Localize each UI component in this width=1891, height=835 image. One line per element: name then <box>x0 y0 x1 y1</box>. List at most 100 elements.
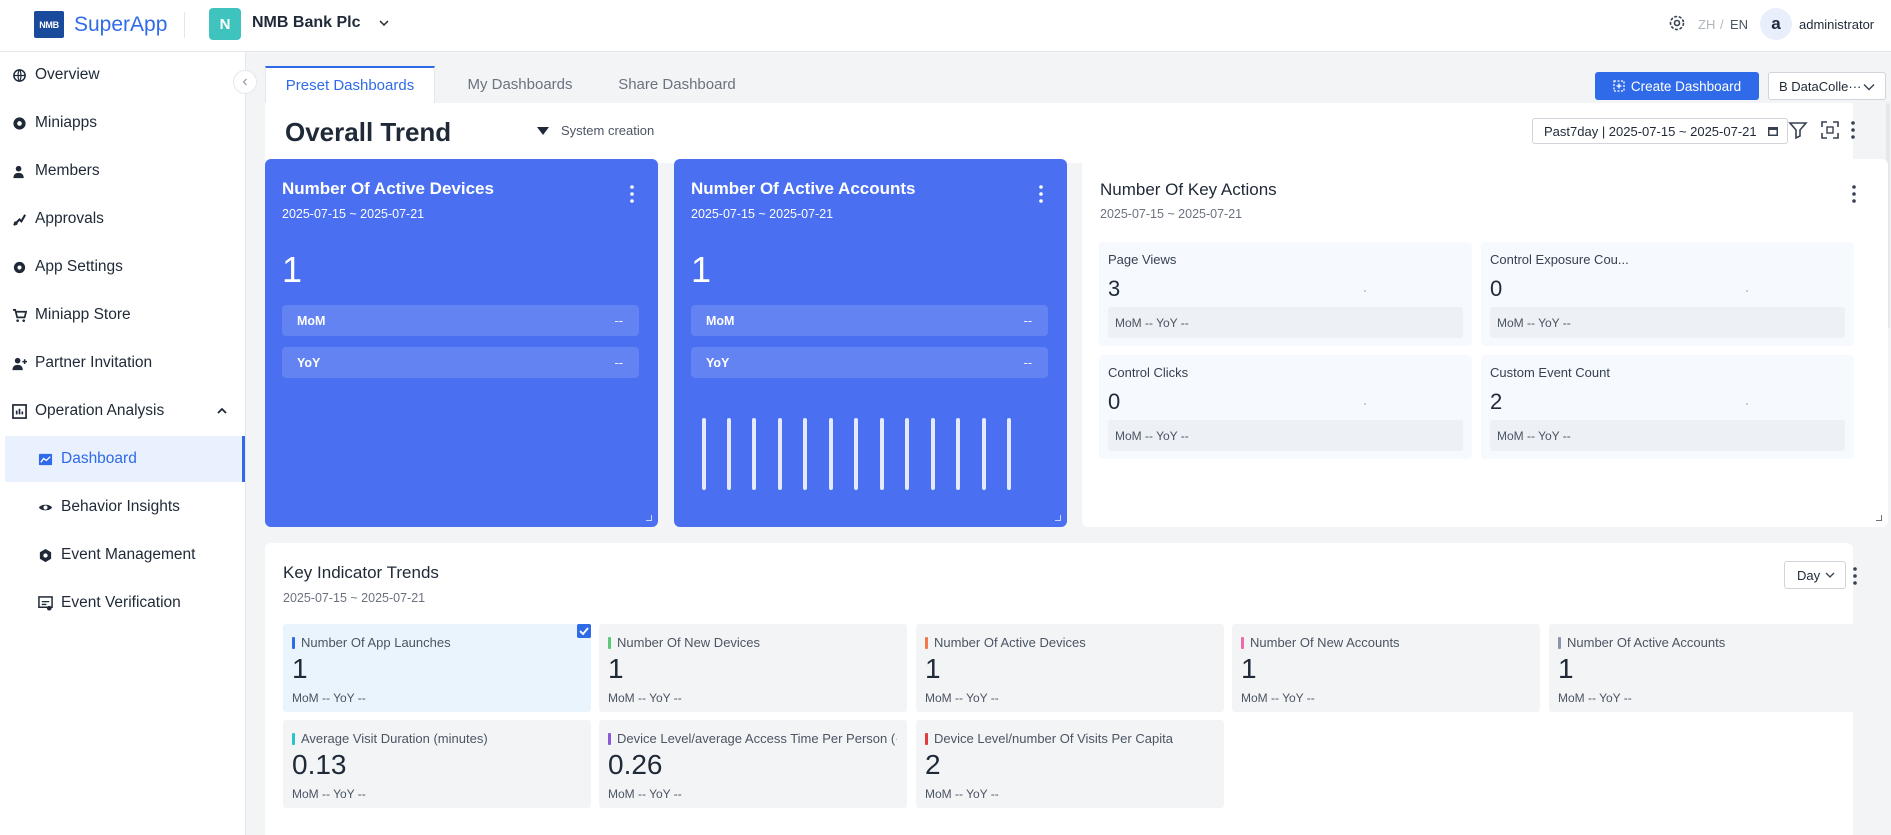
mom-value: -- <box>1023 314 1032 328</box>
sidebar-item-approvals[interactable]: Approvals <box>0 196 244 242</box>
sidebar-item-label: Miniapps <box>35 114 98 131</box>
metric-cell-control-clicks[interactable]: Control Clicks 0 MoM -- YoY -- <box>1099 355 1472 459</box>
tab-my-dashboards[interactable]: My Dashboards <box>467 76 573 93</box>
chevron-down-icon[interactable] <box>378 17 390 29</box>
sidebar-item-operation-analysis[interactable]: Operation Analysis <box>0 388 244 434</box>
series-color-stripe <box>1558 637 1561 649</box>
sidebar-item-label: Dashboard <box>61 450 137 467</box>
sidebar-item-partner-invitation[interactable]: Partner Invitation <box>0 340 244 386</box>
indicator-label: Average Visit Duration (minutes) <box>301 731 488 746</box>
user-name[interactable]: administrator <box>1799 17 1875 32</box>
active-accounts-card: Number Of Active Accounts 2025-07-15 ~ 2… <box>674 159 1067 527</box>
metric-label: Control Clicks <box>1108 365 1189 380</box>
sparkline-bar <box>905 418 909 490</box>
lang-zh[interactable]: ZH <box>1698 17 1716 32</box>
resize-handle[interactable] <box>1876 515 1882 521</box>
indicator-tile-new-devices[interactable]: Number Of New Devices 1 MoM -- YoY -- <box>599 624 907 712</box>
lang-en[interactable]: EN <box>1730 17 1749 32</box>
indicator-tile-new-accounts[interactable]: Number Of New Accounts 1 MoM -- YoY -- <box>1232 624 1540 712</box>
indicator-tile-avg-visit-duration[interactable]: Average Visit Duration (minutes) 0.13 Mo… <box>283 720 591 808</box>
sidebar-item-label: Approvals <box>35 210 104 227</box>
metric-cell-control-exposure[interactable]: Control Exposure Cou... 0 MoM -- YoY -- <box>1481 242 1854 346</box>
sparkline-bar <box>702 418 706 490</box>
sidebar-item-label: Members <box>35 162 100 179</box>
indicator-tile-visits-per-capita[interactable]: Device Level/number Of Visits Per Capita… <box>916 720 1224 808</box>
cart-icon <box>12 308 27 322</box>
sidebar-item-overview[interactable]: Overview <box>0 52 244 98</box>
sidebar-item-miniapps[interactable]: Miniapps <box>0 100 244 146</box>
chevron-up-icon[interactable] <box>216 405 228 417</box>
card-title: Number Of Active Accounts <box>691 179 916 198</box>
indicator-label: Number Of Active Devices <box>934 635 1086 650</box>
avatar[interactable]: a <box>1760 8 1792 40</box>
tab-share-dashboard[interactable]: Share Dashboard <box>618 76 736 93</box>
active-devices-card: Number Of Active Devices 2025-07-15 ~ 20… <box>265 159 658 527</box>
scrollbar[interactable] <box>1886 103 1890 328</box>
card-title: Number Of Active Devices <box>282 179 494 198</box>
indicator-value: 0.26 <box>608 749 663 780</box>
indicator-label: Number Of Active Accounts <box>1567 635 1726 650</box>
fullscreen-icon[interactable] <box>1820 120 1840 140</box>
indicator-value: 2 <box>925 749 941 780</box>
card-title: Number Of Key Actions <box>1100 180 1277 199</box>
sidebar-item-label: Event Management <box>61 546 196 563</box>
indicator-tile-avg-access-time[interactable]: Device Level/average Access Time Per Per… <box>599 720 907 808</box>
more-vertical-icon[interactable] <box>1852 185 1856 203</box>
granularity-value: Day <box>1797 567 1821 583</box>
chevron-down-icon <box>1825 572 1835 578</box>
indicator-footer: MoM -- YoY -- <box>925 691 999 705</box>
more-vertical-icon[interactable] <box>1853 567 1857 585</box>
indicator-value: 1 <box>925 653 941 684</box>
eye-icon <box>38 504 53 510</box>
checkbox-checked-icon[interactable] <box>577 624 591 638</box>
datacollector-select[interactable]: B DataColle··· <box>1768 72 1886 100</box>
more-vertical-icon[interactable] <box>630 185 634 203</box>
yoy-value: -- <box>1023 356 1032 370</box>
metric-label: Custom Event Count <box>1490 365 1610 380</box>
series-color-stripe <box>292 637 295 649</box>
indicator-label: Device Level/number Of Visits Per Capita <box>934 731 1173 746</box>
granularity-select[interactable]: Day <box>1784 561 1846 589</box>
indicator-tile-app-launches[interactable]: Number Of App Launches 1 MoM -- YoY -- <box>283 624 591 712</box>
analysis-icon <box>12 403 27 419</box>
metric-cell-page-views[interactable]: Page Views 3 MoM -- YoY -- <box>1099 242 1472 346</box>
resize-handle[interactable] <box>646 515 652 521</box>
indicator-footer: MoM -- YoY -- <box>1241 691 1315 705</box>
metric-cell-custom-event-count[interactable]: Custom Event Count 2 MoM -- YoY -- <box>1481 355 1854 459</box>
series-color-stripe <box>925 637 928 649</box>
sidebar-item-app-settings[interactable]: App Settings <box>0 244 244 290</box>
sidebar-item-behavior-insights[interactable]: Behavior Insights <box>0 484 244 530</box>
metric-footer: MoM -- YoY -- <box>1108 420 1463 451</box>
series-color-stripe <box>1241 637 1244 649</box>
indicator-value: 1 <box>292 653 308 684</box>
sparkline-bar <box>752 418 756 490</box>
gear-icon[interactable] <box>1667 13 1687 33</box>
sidebar-item-members[interactable]: Members <box>0 148 244 194</box>
creation-source: System creation <box>561 123 655 138</box>
collapse-sidebar-button[interactable] <box>233 70 257 94</box>
indicator-tile-active-accounts[interactable]: Number Of Active Accounts 1 MoM -- YoY -… <box>1549 624 1857 712</box>
more-vertical-icon[interactable] <box>1039 185 1043 203</box>
indicator-footer: MoM -- YoY -- <box>292 787 366 801</box>
indicator-tile-active-devices[interactable]: Number Of Active Devices 1 MoM -- YoY -- <box>916 624 1224 712</box>
filter-icon[interactable] <box>1788 120 1808 140</box>
calendar-icon <box>1768 127 1778 136</box>
sidebar-item-miniapp-store[interactable]: Miniapp Store <box>0 292 244 338</box>
series-color-stripe <box>925 733 928 745</box>
app-name[interactable]: SuperApp <box>74 13 168 36</box>
sidebar: Overview Miniapps Members Approvals App … <box>0 52 246 835</box>
more-vertical-icon[interactable] <box>1851 121 1855 139</box>
caret-down-icon[interactable] <box>537 127 549 135</box>
create-dashboard-button[interactable]: Create Dashboard <box>1595 72 1759 100</box>
sidebar-item-event-verification[interactable]: Event Verification <box>0 580 244 626</box>
mom-value: -- <box>614 314 623 328</box>
sidebar-item-dashboard[interactable]: Dashboard <box>5 436 245 482</box>
tab-preset-dashboards[interactable]: Preset Dashboards <box>265 66 435 103</box>
resize-handle[interactable] <box>1055 515 1061 521</box>
yoy-row: YoY -- <box>691 347 1048 378</box>
date-range-picker[interactable]: Past7day | 2025-07-15 ~ 2025-07-21 <box>1532 118 1788 144</box>
sidebar-item-event-management[interactable]: Event Management <box>0 532 244 578</box>
org-selector[interactable]: NMB Bank Plc <box>252 14 361 31</box>
mom-label: MoM <box>706 314 735 328</box>
metric-label: Control Exposure Cou... <box>1490 252 1629 267</box>
